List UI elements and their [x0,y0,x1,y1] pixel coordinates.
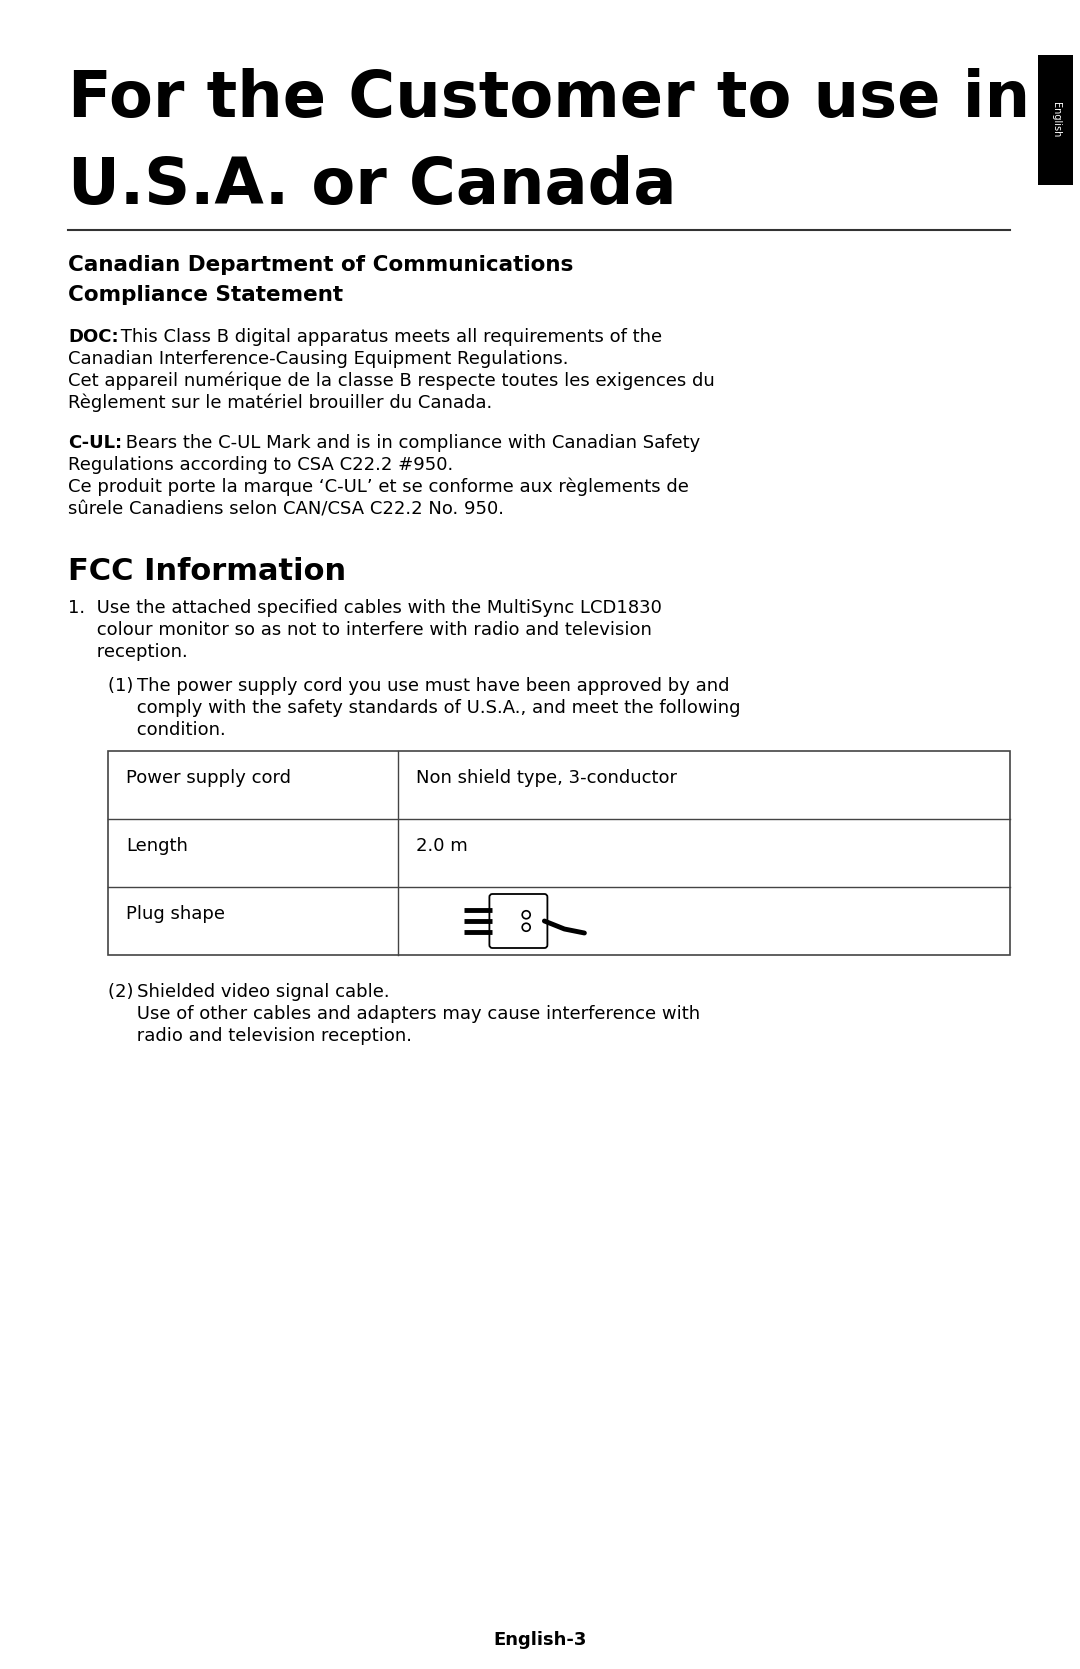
Text: English: English [1051,102,1061,137]
Text: condition.: condition. [108,721,226,739]
Text: This Class B digital apparatus meets all requirements of the: This Class B digital apparatus meets all… [114,329,662,345]
Text: Non shield type, 3-conductor: Non shield type, 3-conductor [416,769,677,788]
Text: (2) Shielded video signal cable.: (2) Shielded video signal cable. [108,983,390,1001]
Text: C-UL:: C-UL: [68,434,122,452]
Text: (1) The power supply cord you use must have been approved by and: (1) The power supply cord you use must h… [108,678,729,694]
Text: reception.: reception. [68,643,188,661]
Text: comply with the safety standards of U.S.A., and meet the following: comply with the safety standards of U.S.… [108,699,741,718]
Text: Use of other cables and adapters may cause interference with: Use of other cables and adapters may cau… [108,1005,700,1023]
Text: English-3: English-3 [494,1631,586,1649]
Bar [1038,55,1074,185]
Text: Canadian Interference-Causing Equipment Regulations.: Canadian Interference-Causing Equipment … [68,350,568,367]
Text: Ce produit porte la marque ‘C-UL’ et se conforme aux règlements de: Ce produit porte la marque ‘C-UL’ et se … [68,477,689,496]
FancyBboxPatch shape [489,895,548,948]
Text: Compliance Statement: Compliance Statement [68,285,343,305]
Bar [108,751,1010,955]
Text: Canadian Department of Communications: Canadian Department of Communications [68,255,573,275]
Text: Regulations according to CSA C22.2 #950.: Regulations according to CSA C22.2 #950. [68,456,454,474]
Text: DOC:: DOC: [68,329,119,345]
Text: 1.  Use the attached specified cables with the MultiSync LCD1830: 1. Use the attached specified cables wit… [68,599,662,618]
Text: Cet appareil numérique de la classe B respecte toutes les exigences du: Cet appareil numérique de la classe B re… [68,372,715,391]
Text: radio and television reception.: radio and television reception. [108,1026,411,1045]
Text: 2.0 m: 2.0 m [416,836,468,855]
Text: Length: Length [126,836,188,855]
Text: Plug shape: Plug shape [126,905,225,923]
Text: FCC Information: FCC Information [68,557,346,586]
Text: Power supply cord: Power supply cord [126,769,291,788]
Text: sûrele Canadiens selon CAN/CSA C22.2 No. 950.: sûrele Canadiens selon CAN/CSA C22.2 No.… [68,501,504,517]
Text: For the Customer to use in: For the Customer to use in [68,68,1030,130]
Text: U.S.A. or Canada: U.S.A. or Canada [68,155,676,217]
Text: Règlement sur le matériel brouiller du Canada.: Règlement sur le matériel brouiller du C… [68,394,492,412]
Text: Bears the C-UL Mark and is in compliance with Canadian Safety: Bears the C-UL Mark and is in compliance… [120,434,700,452]
Text: colour monitor so as not to interfere with radio and television: colour monitor so as not to interfere wi… [68,621,652,639]
